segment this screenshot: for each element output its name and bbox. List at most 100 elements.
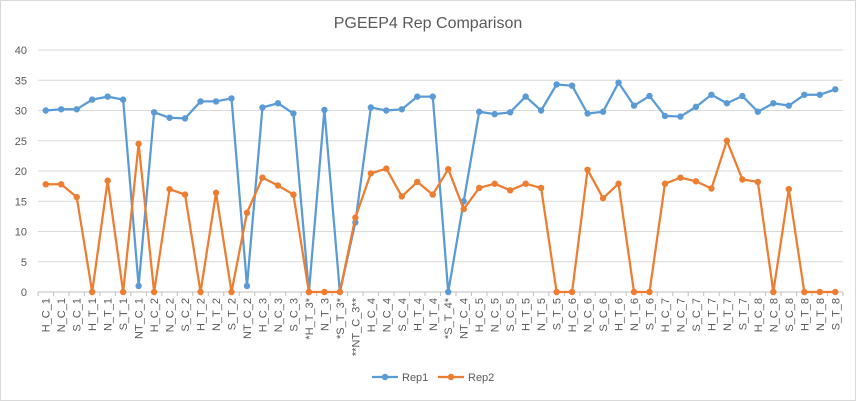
x-tick-label: H_T_1 <box>87 298 99 331</box>
x-tick-label: S_C_8 <box>784 298 796 332</box>
data-point <box>166 114 173 121</box>
x-tick-label: N_T_3 <box>319 298 331 331</box>
x-tick-label: N_T_4 <box>428 298 440 331</box>
data-point <box>816 288 823 296</box>
data-point <box>42 107 49 114</box>
data-point <box>58 181 65 188</box>
data-point <box>785 185 793 193</box>
data-point <box>290 191 297 198</box>
x-tick-label: N_C_1 <box>56 298 68 332</box>
data-point <box>119 96 127 103</box>
data-point <box>150 288 158 296</box>
data-point <box>584 166 591 173</box>
data-point <box>228 95 235 102</box>
data-point <box>646 92 653 100</box>
gridlines <box>38 49 843 293</box>
series-line <box>45 81 836 294</box>
data-point <box>352 214 359 221</box>
data-point <box>243 209 251 216</box>
y-tick-label: 15 <box>15 196 27 208</box>
data-point <box>677 174 684 181</box>
data-point <box>615 180 622 187</box>
data-point <box>58 106 65 113</box>
x-tick-label: N_C_6 <box>583 298 595 332</box>
x-tick-label: H_C_2 <box>149 298 161 332</box>
series-rep1 <box>42 79 839 296</box>
data-point <box>708 185 715 192</box>
data-point <box>429 191 436 198</box>
x-tick-label: H_T_7 <box>706 298 718 331</box>
legend-label: Rep1 <box>402 372 428 384</box>
data-point <box>739 92 746 100</box>
data-point <box>801 91 808 98</box>
data-point <box>460 205 467 213</box>
data-point <box>506 109 514 116</box>
data-point <box>630 288 638 296</box>
data-point <box>615 79 622 86</box>
data-point <box>104 177 111 184</box>
data-point <box>677 113 684 120</box>
data-point <box>785 102 793 109</box>
x-tick-label: N_T_6 <box>629 298 641 331</box>
data-point <box>445 288 452 296</box>
x-tick-label: H_T_2 <box>196 298 208 331</box>
data-point <box>476 184 483 192</box>
data-point <box>73 193 80 201</box>
x-tick-label: H_T_6 <box>614 298 626 331</box>
data-point <box>197 98 204 105</box>
x-tick-label: H_C_7 <box>660 298 672 332</box>
y-tick-label: 20 <box>15 166 27 178</box>
data-point <box>770 100 777 107</box>
x-tick-label: S_T_2 <box>227 298 239 330</box>
data-point <box>646 288 653 296</box>
data-point <box>367 170 375 177</box>
x-tick-label: N_C_5 <box>490 298 502 332</box>
data-point <box>801 288 808 296</box>
data-point <box>692 103 700 111</box>
data-point <box>42 181 49 188</box>
data-point <box>537 107 545 114</box>
data-point <box>274 182 282 189</box>
x-tick-label: *S_T_3* <box>335 297 347 339</box>
data-point <box>212 98 220 105</box>
y-tick-label: 40 <box>15 45 27 57</box>
data-point <box>754 178 762 186</box>
data-point <box>630 102 638 109</box>
x-tick-label: S_T_6 <box>644 298 656 330</box>
x-tick-label: N_T_2 <box>211 298 223 331</box>
data-point <box>367 104 375 111</box>
data-point <box>321 288 328 296</box>
x-tick-label: N_C_4 <box>381 298 393 332</box>
x-tick-label: N_C_2 <box>165 298 177 332</box>
data-point <box>832 86 839 93</box>
x-tick-label: S_C_7 <box>691 298 703 332</box>
y-tick-label: 5 <box>21 257 27 269</box>
data-point <box>491 110 498 118</box>
data-point <box>398 193 405 200</box>
data-point <box>754 108 762 115</box>
data-point <box>197 288 204 296</box>
x-tick-label: S_C_5 <box>505 298 517 332</box>
data-point <box>135 282 142 290</box>
data-point <box>476 108 483 115</box>
x-tick-label: S_T_8 <box>830 298 842 330</box>
x-tick-label: NT_C_2 <box>242 298 254 339</box>
x-tick-label: N_T_5 <box>536 298 548 331</box>
data-point <box>290 110 297 117</box>
data-point <box>429 93 436 100</box>
x-tick-label: N_T_7 <box>722 298 734 331</box>
x-tick-label: S_C_6 <box>598 298 610 332</box>
data-point <box>568 82 576 89</box>
data-point <box>816 91 823 98</box>
data-point <box>522 180 529 187</box>
x-tick-label: S_T_5 <box>552 298 564 330</box>
data-point <box>692 178 700 185</box>
x-tick-label: H_C_3 <box>257 298 269 332</box>
x-tick-label: N_C_8 <box>768 298 780 332</box>
x-tick-label: N_T_1 <box>103 298 115 331</box>
y-tick-label: 0 <box>21 287 27 299</box>
y-axis: 0 5 10 15 20 25 30 35 40 <box>15 45 27 299</box>
data-point <box>584 110 591 117</box>
x-tick-label: H_C_5 <box>474 298 486 332</box>
